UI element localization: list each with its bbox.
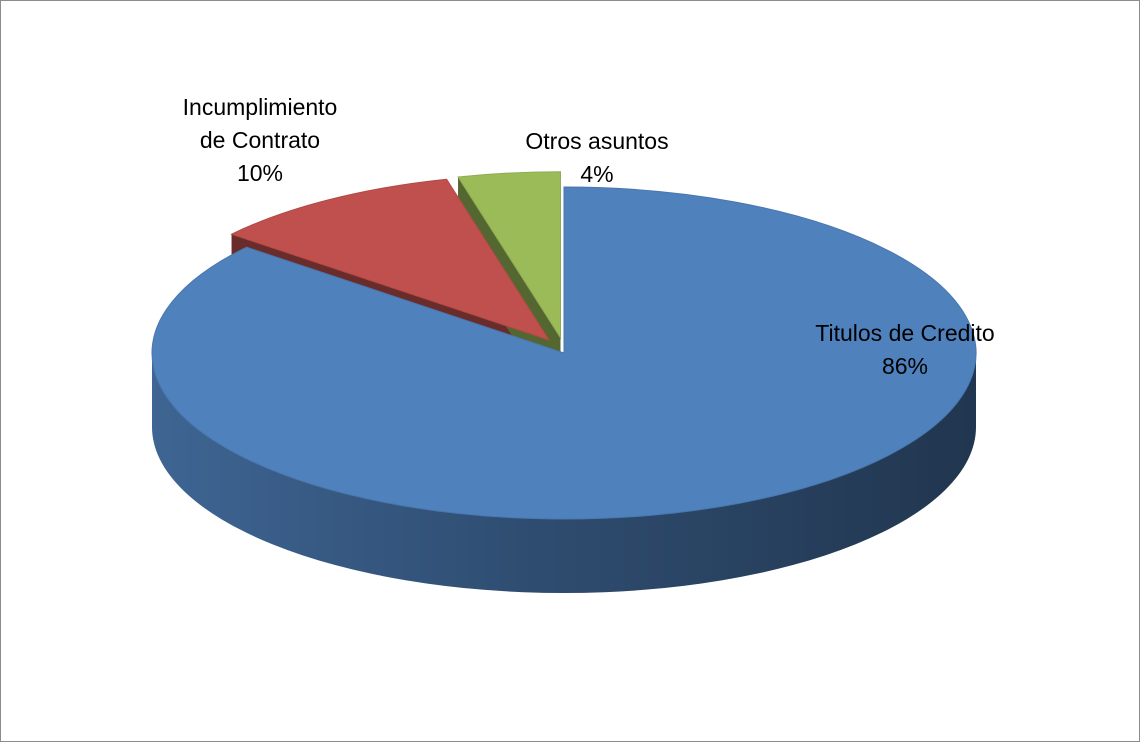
slice-percent-label: 10% bbox=[237, 160, 283, 186]
slice-name-label: Otros asuntos bbox=[525, 128, 668, 154]
slice-percent-label: 4% bbox=[580, 161, 613, 187]
slice-side bbox=[152, 353, 976, 593]
pie-slice bbox=[151, 186, 977, 520]
slice-name-label: Titulos de Credito bbox=[815, 320, 994, 346]
slice-name-label: de Contrato bbox=[200, 127, 320, 153]
pie-slice bbox=[457, 171, 561, 340]
slice-percent-label: 86% bbox=[882, 353, 928, 379]
slice-name-label: Incumplimiento bbox=[183, 94, 338, 120]
pie-slice bbox=[230, 178, 551, 341]
slice-tops bbox=[151, 171, 977, 520]
slice-sides bbox=[152, 353, 976, 593]
data-labels: Titulos de Credito 86% Incumplimiento de Co… bbox=[183, 94, 995, 379]
